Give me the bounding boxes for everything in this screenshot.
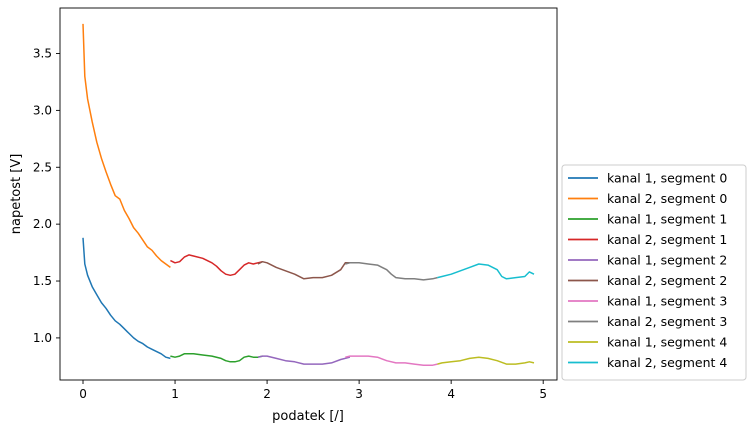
x-tick-label: 4 (447, 387, 455, 401)
x-axis: 0 1 2 3 4 5 (79, 380, 547, 401)
plot-area: 0 1 2 3 4 5 1.0 1.5 2.0 2.5 3.0 3.5 (33, 7, 558, 401)
series-line-1 (82, 23, 171, 269)
legend-label: kanal 2, segment 2 (607, 273, 727, 288)
y-tick-label: 2.0 (33, 217, 52, 231)
series-layer (82, 23, 535, 366)
series-line-3 (170, 254, 263, 277)
x-tick-label: 1 (171, 387, 179, 401)
legend-label: kanal 1, segment 2 (607, 253, 727, 268)
series-line-7 (345, 262, 438, 281)
y-axis: 1.0 1.5 2.0 2.5 3.0 3.5 (33, 47, 60, 345)
y-tick-label: 3.0 (33, 103, 52, 117)
legend-label: kanal 1, segment 4 (607, 335, 727, 350)
y-tick-label: 3.5 (33, 47, 52, 61)
x-axis-label: podatek [/] (272, 409, 344, 424)
legend-label: kanal 2, segment 4 (607, 355, 727, 370)
series-line-0 (82, 237, 171, 360)
series-line-9 (437, 263, 535, 280)
legend-label: kanal 1, segment 0 (607, 171, 727, 186)
series-line-6 (345, 355, 438, 366)
y-tick-label: 1.5 (33, 274, 52, 288)
x-tick-label: 2 (263, 387, 271, 401)
y-tick-label: 1.0 (33, 331, 52, 345)
series-line-2 (170, 353, 263, 363)
legend-label: kanal 2, segment 3 (607, 314, 727, 329)
y-axis-label: napetost [V] (9, 154, 24, 235)
series-line-5 (257, 260, 350, 280)
x-tick-label: 3 (355, 387, 363, 401)
series-line-8 (437, 356, 535, 365)
legend-label: kanal 2, segment 0 (607, 191, 727, 206)
y-tick-label: 2.5 (33, 160, 52, 174)
legend-label: kanal 2, segment 1 (607, 232, 727, 247)
axes-frame (59, 7, 558, 381)
legend-box (561, 164, 747, 381)
legend-label: kanal 1, segment 3 (607, 294, 727, 309)
legend-label: kanal 1, segment 1 (607, 212, 727, 227)
x-tick-label: 0 (79, 387, 87, 401)
x-tick-label: 5 (539, 387, 547, 401)
legend: kanal 1, segment 0 kanal 2, segment 0 kana… (561, 164, 747, 381)
series-line-4 (257, 355, 351, 365)
